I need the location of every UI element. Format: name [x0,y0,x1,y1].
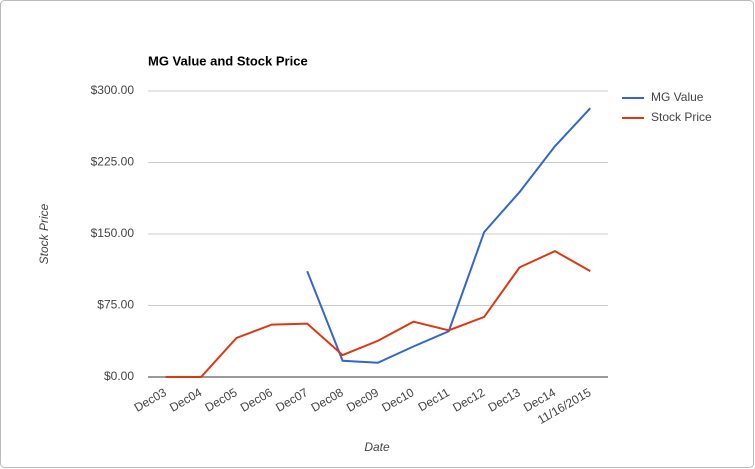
y-tick-label: $225.00 [91,155,135,169]
y-tick-label: $300.00 [91,83,135,97]
series-line [165,250,591,378]
y-tick-label: $0.00 [104,369,134,383]
x-axis-label: Date [364,440,390,454]
y-tick-label: $75.00 [97,298,134,312]
chart-title: MG Value and Stock Price [148,53,308,68]
y-tick-label: $150.00 [91,226,135,240]
legend-label: MG Value [651,90,704,104]
legend-label: Stock Price [651,110,712,124]
y-axis-label: Stock Price [37,203,51,264]
